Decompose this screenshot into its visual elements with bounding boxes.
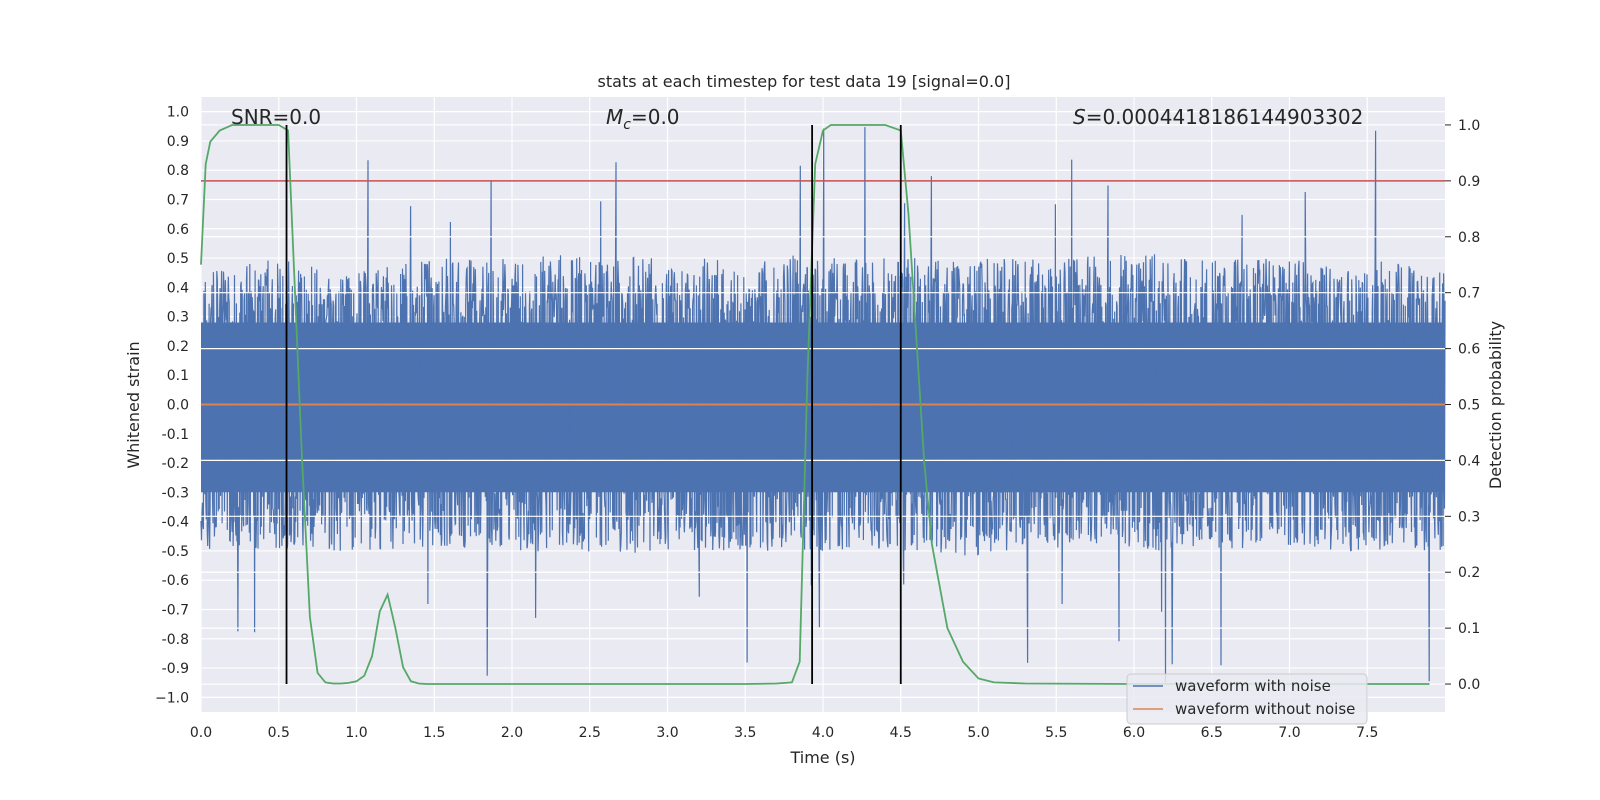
- y2-tick-label: 0.3: [1458, 509, 1480, 525]
- chirp-mass-annotation: Mc=0.0: [606, 105, 680, 133]
- y-axis-ticks: 1.0 0.9 0.8 0.7 0.6 0.5 0.4 0.3 0.2 0.1 0.0 -0.1 -0.…: [155, 105, 189, 707]
- y2-tick-label: 0.6: [1458, 342, 1480, 358]
- series-detection-probability: [200, 124, 1430, 685]
- x-tick-label: 6.5: [1201, 725, 1223, 741]
- x-tick-label: 5.0: [967, 725, 989, 741]
- y-tick-label: -0.3: [162, 485, 189, 501]
- y-tick-label: 0.2: [167, 339, 189, 355]
- y2-tick-label: 0.4: [1458, 453, 1480, 469]
- y2-tick-label: 0.2: [1458, 565, 1480, 581]
- legend-label-noise: waveform with noise: [1175, 677, 1331, 695]
- y-axis-label: Whitened strain: [124, 341, 143, 468]
- x-axis-ticks: 0.0 0.5 1.0 1.5 2.0 2.5 3.0 3.5 4.0 4.5 5.0 5.5 6.0 6…: [190, 725, 1379, 741]
- legend: waveform with noise waveform without noi…: [1126, 673, 1368, 725]
- y-tick-label: -0.6: [162, 573, 189, 589]
- detection-markers: [285, 124, 902, 685]
- y-tick-label: 0.0: [167, 398, 189, 414]
- y2-tick-label: 0.0: [1458, 677, 1480, 693]
- legend-label-clean: waveform without noise: [1175, 700, 1355, 718]
- y-tick-label: −1.0: [155, 690, 189, 706]
- statistic-annotation: S=0.0004418186144903302: [1073, 105, 1363, 129]
- y2-tick-label: 0.8: [1458, 230, 1480, 246]
- y2-tick-label: 0.9: [1458, 174, 1480, 190]
- y-tick-label: 0.7: [167, 193, 189, 209]
- x-tick-label: 2.0: [501, 725, 523, 741]
- x-tick-label: 4.0: [812, 725, 834, 741]
- x-tick-label: 4.5: [890, 725, 912, 741]
- x-tick-label: 7.0: [1278, 725, 1300, 741]
- y2-tick-label: 0.1: [1458, 621, 1480, 637]
- y-tick-label: 0.9: [167, 134, 189, 150]
- statistic-symbol: S: [1073, 105, 1086, 129]
- y-tick-label: 0.6: [167, 222, 189, 238]
- detection-probability-path: [200, 124, 1430, 685]
- noise-waveform-path: [200, 127, 1446, 683]
- legend-box: [1126, 673, 1368, 725]
- chirp-mass-value: =0.0: [631, 105, 680, 129]
- y-tick-label: -0.4: [162, 515, 189, 531]
- y2-tick-label: 0.7: [1458, 286, 1480, 302]
- snr-annotation: SNR=0.0: [231, 105, 321, 129]
- y-tick-label: 0.8: [167, 163, 189, 179]
- x-axis-label: Time (s): [789, 748, 855, 767]
- y-tick-label: -0.7: [162, 603, 189, 619]
- y-tick-label: -0.1: [162, 427, 189, 443]
- chart-title: stats at each timestep for test data 19 …: [598, 72, 1011, 91]
- x-tick-label: 1.0: [345, 725, 367, 741]
- y-tick-label: -0.2: [162, 456, 189, 472]
- x-tick-label: 3.0: [656, 725, 678, 741]
- y-tick-label: 0.4: [167, 280, 189, 296]
- y2-tick-label: 0.5: [1458, 398, 1480, 414]
- y-tick-label: 0.5: [167, 251, 189, 267]
- y-tick-label: 0.1: [167, 368, 189, 384]
- x-tick-label: 6.0: [1123, 725, 1145, 741]
- chirp-mass-subscript: c: [623, 117, 631, 133]
- y2-axis-label: Detection probability: [1486, 321, 1505, 489]
- chirp-mass-symbol: M: [606, 105, 623, 129]
- statistic-value: =0.0004418186144903302: [1086, 105, 1364, 129]
- x-tick-label: 7.5: [1356, 725, 1378, 741]
- y-tick-label: 0.3: [167, 310, 189, 326]
- y-tick-label: -0.9: [162, 661, 189, 677]
- x-tick-label: 1.5: [423, 725, 445, 741]
- x-tick-label: 0.0: [190, 725, 212, 741]
- y-tick-label: -0.5: [162, 544, 189, 560]
- x-tick-label: 2.5: [579, 725, 601, 741]
- x-tick-label: 0.5: [268, 725, 290, 741]
- y-tick-label: 1.0: [167, 105, 189, 121]
- y2-axis-ticks: 1.0 0.9 0.8 0.7 0.6 0.5 0.4 0.3 0.2 0.1 0.0: [1445, 118, 1480, 693]
- x-tick-label: 5.5: [1045, 725, 1067, 741]
- x-tick-label: 3.5: [734, 725, 756, 741]
- y2-tick-label: 1.0: [1458, 118, 1480, 134]
- y-tick-label: -0.8: [162, 632, 189, 648]
